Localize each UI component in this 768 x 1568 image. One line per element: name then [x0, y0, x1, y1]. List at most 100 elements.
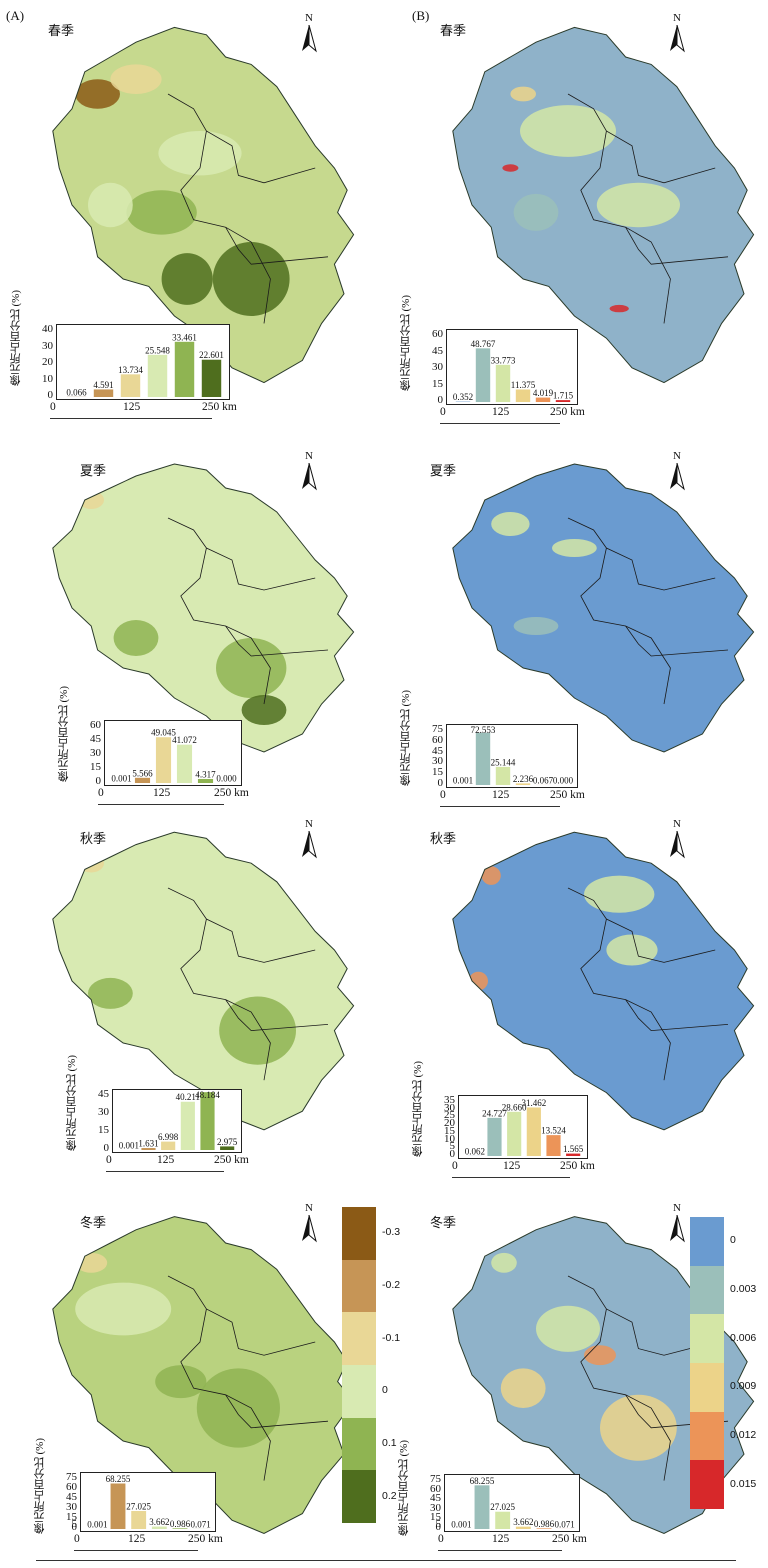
histogram-bar-label: 41.072	[172, 735, 197, 745]
legend-label: 0.006	[730, 1331, 757, 1344]
histogram-bar	[174, 341, 195, 397]
histogram-ytick: 15	[432, 377, 443, 390]
histogram-bar-label: 28.660	[502, 1102, 527, 1112]
histogram-bar	[515, 1526, 531, 1529]
histogram-bar-label: 13.524	[541, 1126, 566, 1136]
scale-line	[50, 418, 212, 419]
histogram-bar	[507, 1111, 522, 1156]
histogram-ytick: 60	[432, 733, 443, 746]
scale-tick-label: 125	[153, 787, 171, 799]
histogram-bar-label: 0.000	[216, 774, 237, 784]
histogram-ytick: 45	[66, 1491, 77, 1503]
legend-label: 0.009	[730, 1380, 757, 1393]
histogram-inset: 0.001 5.566 49.045 41.072 4.317 0.000	[104, 720, 242, 786]
histogram-bar	[546, 1135, 561, 1156]
histogram-bar-label: 3.662	[513, 1517, 533, 1527]
histogram-ytick: 45	[430, 1492, 441, 1505]
scale-tick-label: 0	[452, 1160, 458, 1172]
histogram-ytick: 10	[444, 1132, 455, 1145]
scale-line	[452, 1177, 570, 1178]
histogram-bar	[515, 389, 531, 402]
region-map	[452, 463, 755, 753]
histogram-bar-label: 5.566	[132, 768, 153, 778]
histogram-ytick: 30	[90, 747, 101, 759]
histogram-bar-label: 72.553	[471, 725, 496, 735]
histogram-bar	[120, 374, 141, 397]
histogram-bar-label: 6.998	[158, 1132, 179, 1142]
histogram-ylabel: 像元所占百分比 (%)	[10, 290, 22, 387]
season-label: 夏季	[430, 463, 457, 478]
legend-swatch	[342, 1470, 376, 1523]
histogram-ytick: 75	[66, 1471, 77, 1483]
north-arrow-icon: N	[298, 450, 320, 491]
legend-label: -0.3	[382, 1226, 401, 1239]
histogram-ytick: 35	[444, 1094, 455, 1106]
season-label: 春季	[440, 23, 467, 38]
legend-swatch	[342, 1417, 376, 1471]
scale-tick-label: 250 km	[560, 1160, 595, 1172]
histogram-inset: 0.352 48.767 33.773 11.375 4.019 1.715	[446, 329, 578, 405]
scale-line	[106, 1171, 224, 1172]
scale-tick-label: 250 km	[202, 401, 237, 413]
legend-label: 0	[730, 1234, 736, 1247]
histogram-bar	[93, 389, 114, 397]
scale-tick-label: 0	[50, 401, 56, 413]
histogram-bar	[566, 1153, 581, 1156]
scale-line	[438, 1550, 562, 1551]
scale-bar: 0 125 250 km	[74, 1533, 238, 1559]
histogram-bar-label: 25.144	[491, 757, 516, 767]
north-arrow-icon: N	[298, 1202, 320, 1243]
north-arrow-icon: N	[666, 12, 688, 53]
histogram-ytick: 0	[95, 775, 102, 787]
histogram-bar	[495, 364, 511, 402]
scale-tick-label: 250 km	[552, 1533, 587, 1545]
histogram-ylabel: 像元所占百分比 (%)	[66, 1055, 78, 1152]
histogram-ytick: 75	[432, 723, 443, 735]
histogram-bar-label: 0.001	[451, 1519, 471, 1529]
scale-line	[74, 1550, 198, 1551]
panel-tag-a: (A)	[6, 8, 25, 23]
scale-tick-label: 125	[503, 1160, 521, 1172]
histogram-bar	[134, 777, 151, 783]
north-arrow-icon: N	[666, 818, 688, 859]
histogram-bar	[172, 1528, 188, 1529]
histogram-ytick: 30	[98, 1106, 109, 1118]
histogram-bar	[151, 1526, 167, 1529]
histogram-inset: 0.066 4.591 13.734 25.548 33.461 22.601	[56, 324, 230, 400]
histogram-bar-label: 0.352	[453, 392, 473, 402]
histogram-bar-label: 27.025	[126, 1501, 151, 1511]
scale-tick-label: 250 km	[550, 406, 585, 418]
histogram-inset: 0.062 24.727 28.660 31.462 13.524 1.565	[458, 1095, 588, 1159]
histogram-ytick: 45	[90, 733, 101, 745]
histogram-bar-label: 24.727	[482, 1108, 507, 1118]
histogram-bar	[515, 783, 531, 785]
legend-swatch	[690, 1265, 724, 1315]
histogram-ytick: 30	[444, 1101, 455, 1114]
histogram-bar	[220, 1146, 235, 1150]
scale-tick-label: 0	[98, 787, 104, 799]
region-map	[52, 831, 355, 1131]
legend-swatch	[342, 1365, 376, 1418]
histogram-ytick: 30	[430, 1501, 441, 1514]
histogram-bar	[200, 1092, 215, 1150]
histogram-ytick: 5	[435, 1517, 442, 1530]
region-map	[52, 463, 355, 753]
histogram-bar-label: 48.767	[471, 339, 496, 349]
histogram-bar-label: 68.255	[106, 1474, 131, 1484]
north-arrow-icon: N	[298, 818, 320, 859]
histogram-ytick: 15	[432, 766, 443, 779]
scale-line	[440, 806, 560, 807]
histogram-bar-label: 40.211	[176, 1092, 200, 1102]
scale-tick-label: 0	[438, 1533, 444, 1545]
histogram-bar	[180, 1101, 195, 1150]
legend-label: 0.2	[382, 1489, 397, 1502]
north-label: N	[305, 12, 313, 24]
scale-tick-label: 250 km	[188, 1533, 223, 1545]
scale-tick-label: 0	[440, 789, 446, 801]
histogram-bar	[141, 1148, 156, 1150]
scale-tick-label: 0	[440, 406, 446, 418]
scale-tick-label: 125	[492, 406, 510, 418]
histogram-bar-label: 2.975	[217, 1137, 238, 1147]
scale-tick-label: 125	[492, 789, 510, 801]
histogram-ytick: 20	[444, 1117, 455, 1130]
